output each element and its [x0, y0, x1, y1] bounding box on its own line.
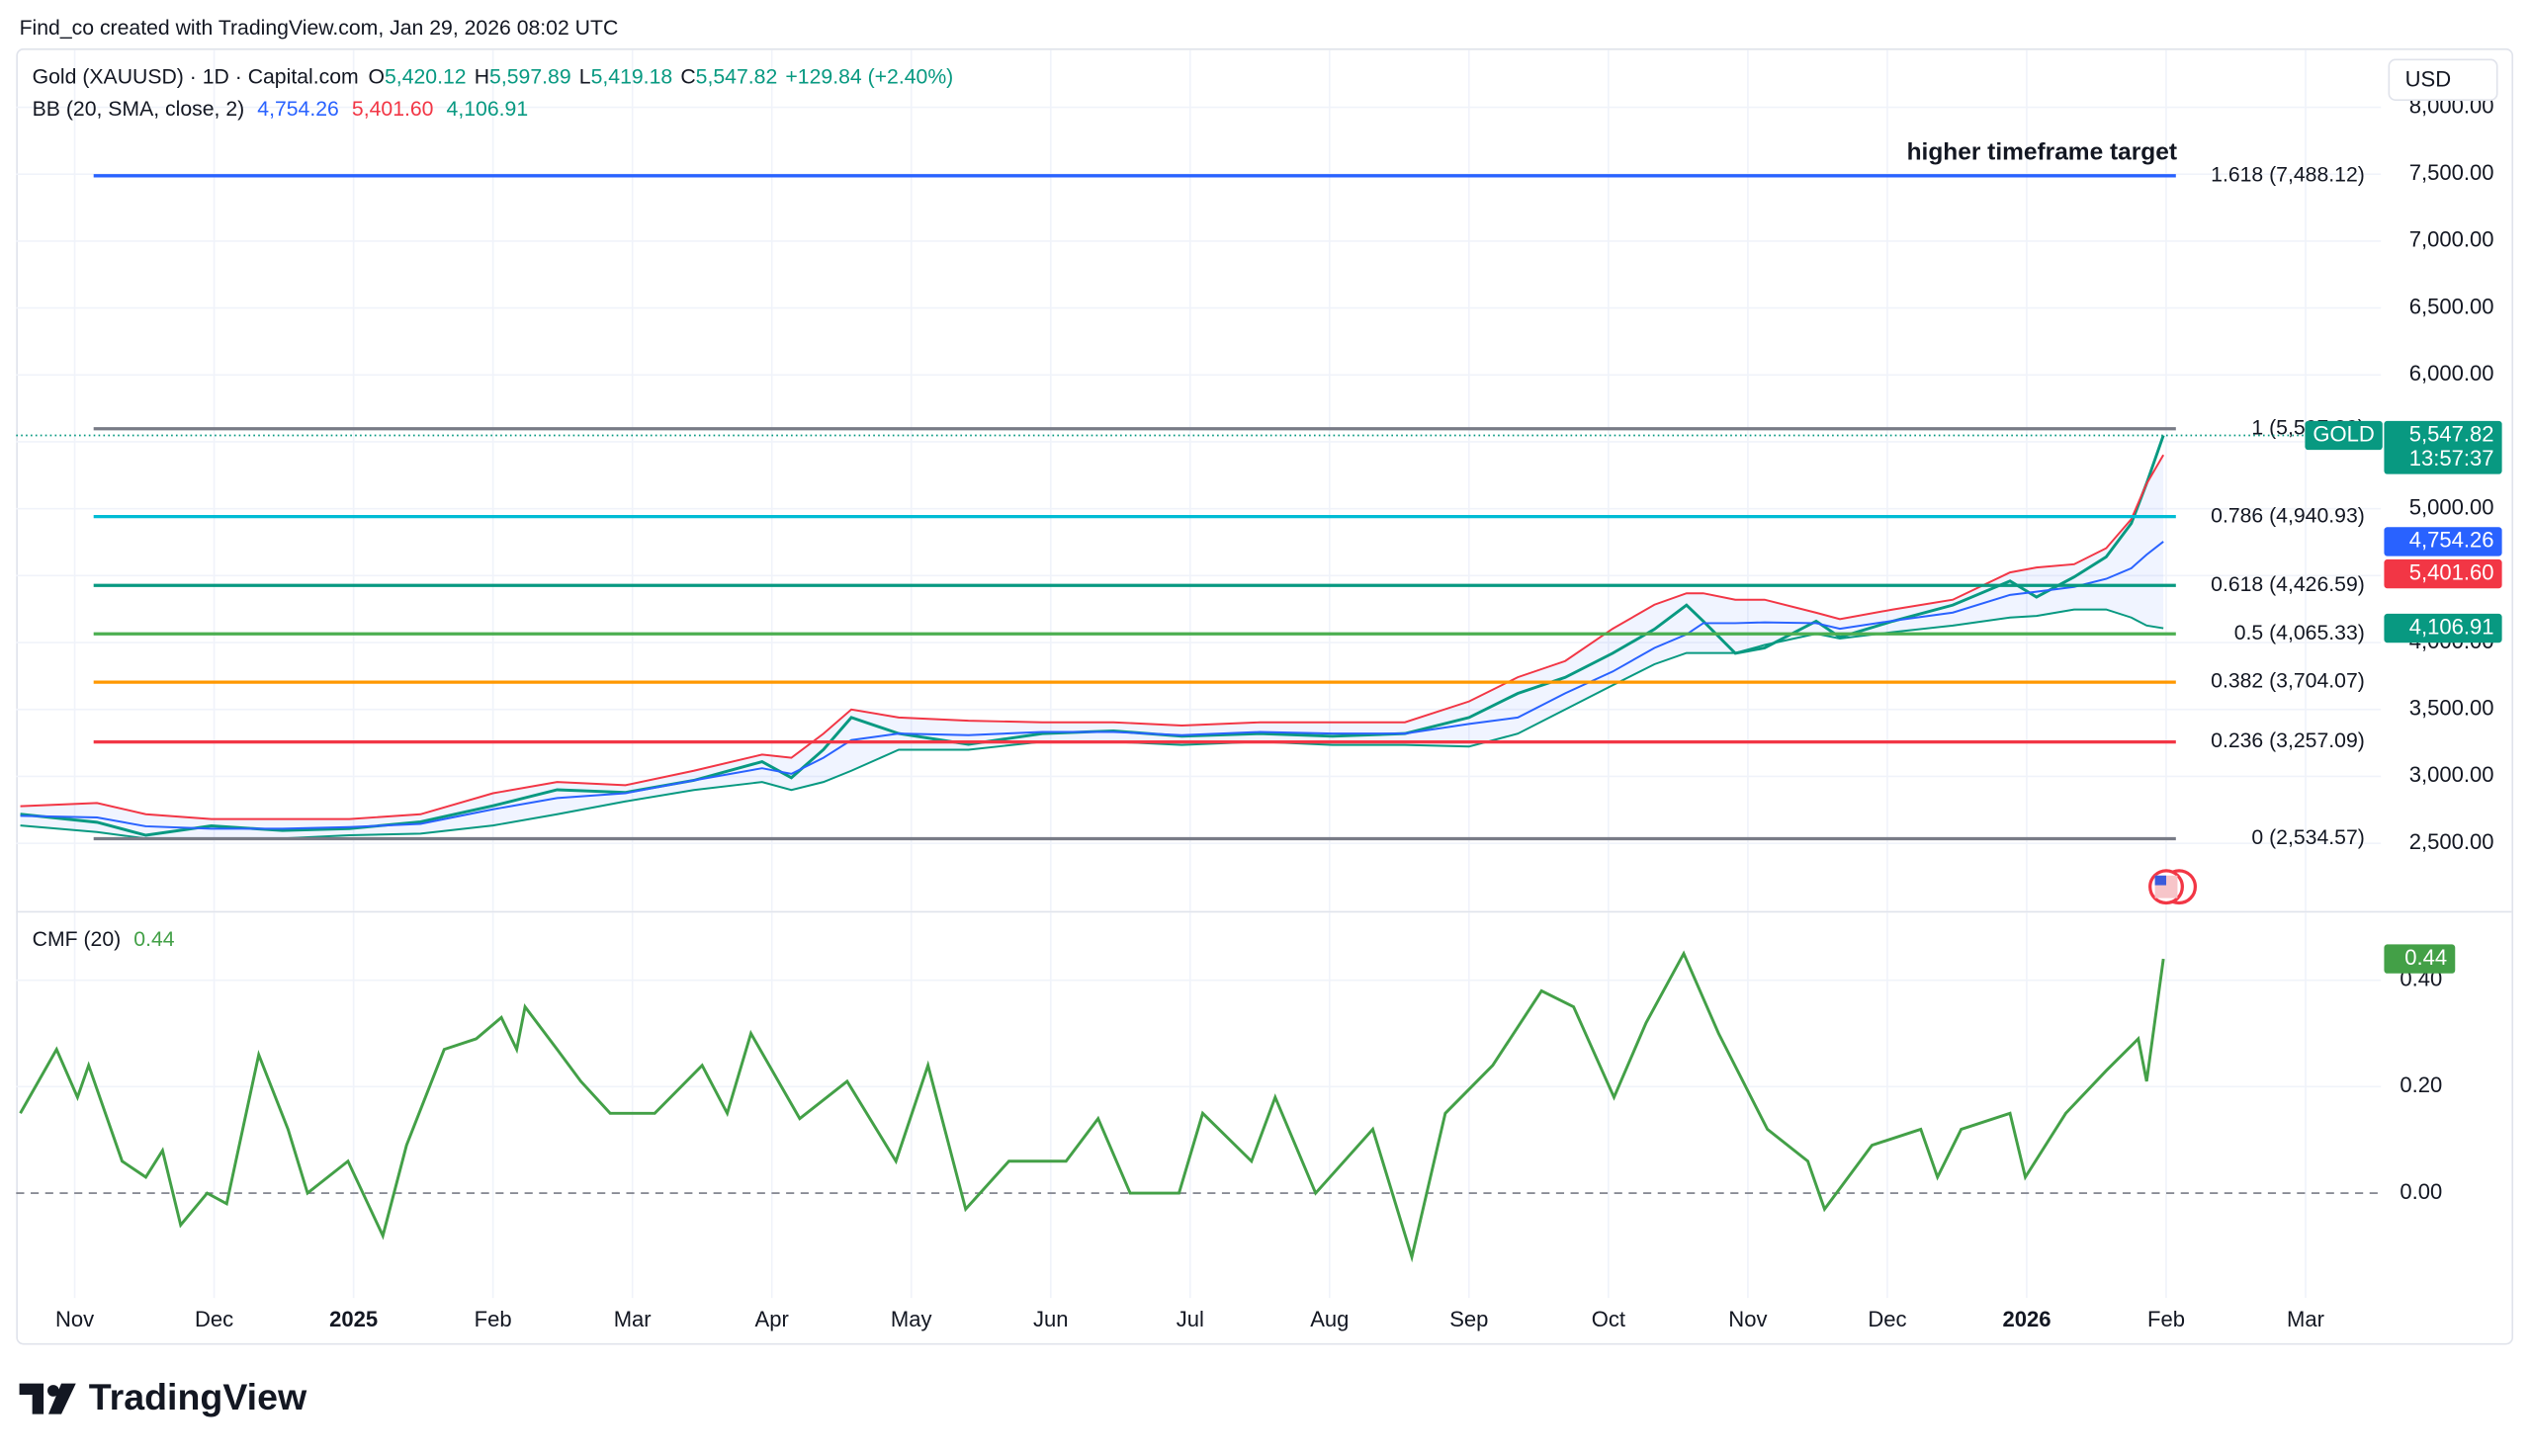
x-tick-label: Nov [1728, 1307, 1767, 1331]
overlay-layer: 5,547.8213:57:37GOLD4,754.265,401.604,10… [33, 58, 2502, 974]
series-line [20, 435, 2165, 837]
ohlc-key: C [680, 65, 695, 88]
band-line [20, 454, 2165, 820]
fib-level-label: 0.5 (4,065.33) [2234, 622, 2365, 644]
last-value-box [2384, 944, 2456, 974]
x-tick-label: Feb [2147, 1307, 2185, 1331]
last-value-box [2384, 527, 2502, 557]
ohlc-key: O [368, 65, 385, 88]
x-tick-label: Aug [1310, 1307, 1349, 1331]
event-flag-icon [2148, 869, 2198, 905]
y-tick-label: 7,000.00 [2409, 227, 2494, 252]
grid-layer [16, 49, 2382, 1299]
x-tick-label: Jul [1177, 1307, 1204, 1331]
band-fill [20, 455, 2164, 839]
y-tick-label: 6,000.00 [2409, 361, 2494, 385]
last-value-label: 5,401.60 [2409, 559, 2494, 584]
brand-name: TradingView [89, 1376, 307, 1417]
chart-frame [16, 47, 2514, 1345]
y-tick-label: 3,000.00 [2409, 762, 2494, 787]
y-tick-label: 3,500.00 [2409, 696, 2494, 721]
y-tick-label: 2,500.00 [2409, 829, 2494, 854]
change-value: +129.84 (+2.40%) [785, 65, 953, 88]
last-value-label: 4,106.91 [2409, 614, 2494, 639]
symbol-label: GOLD [2313, 421, 2374, 446]
indicator-value: 4,106.91 [447, 98, 529, 121]
x-tick-label: May [891, 1307, 932, 1331]
fib-level-label: 0.236 (3,257.09) [2211, 729, 2365, 752]
indicator-legend: BB (20, SMA, close, 2) 4,754.26 5,401.60 4,… [33, 98, 528, 121]
x-tick-label: Sep [1449, 1307, 1488, 1331]
last-value-label: 4,754.26 [2409, 528, 2494, 553]
band-line [20, 541, 2164, 830]
x-tick-label: Dec [1868, 1307, 1906, 1331]
countdown: 13:57:37 [2409, 446, 2494, 471]
price-legend: Gold (XAUUSD) · 1D · Capital.com O5,420.1… [33, 65, 954, 88]
ohlc-value: 5,547.82 [696, 65, 778, 88]
x-tick-label: Jun [1033, 1307, 1069, 1331]
ohlc-value: 5,419.18 [591, 65, 673, 88]
x-tick-label: 2025 [329, 1307, 378, 1331]
currency-label: USD [2405, 66, 2452, 91]
tradingview-logo [19, 1383, 76, 1414]
x-tick-label: Mar [2287, 1307, 2324, 1331]
y-tick-label: 6,500.00 [2409, 294, 2494, 318]
fib-level-label: 0 (2,534.57) [2251, 826, 2364, 849]
header-text: Find_co created with TradingView.com, Ja… [20, 17, 619, 40]
last-value-label: 5,547.82 [2409, 421, 2494, 446]
last-value-box [2384, 558, 2502, 589]
indicator-title: BB (20, SMA, close, 2) [33, 98, 245, 121]
currency-button [2388, 58, 2498, 101]
y-tick-label: 0.20 [2400, 1072, 2442, 1097]
cmf-legend: CMF (20) 0.44 [33, 928, 175, 951]
x-tick-label: Oct [1592, 1307, 1625, 1331]
last-value-label: 0.44 [2404, 945, 2447, 970]
annotation: higher timeframe target [1907, 138, 2177, 165]
fib-level-label: 0.786 (4,940.93) [2211, 504, 2365, 527]
ohlc-key: H [475, 65, 489, 88]
x-tick-label: Apr [755, 1307, 789, 1331]
x-tick-label: Feb [475, 1307, 512, 1331]
indicator-value: 5,401.60 [352, 98, 434, 121]
symbol-title: Gold (XAUUSD) · 1D · Capital.com [33, 65, 359, 88]
x-tick-label: 2026 [2002, 1307, 2051, 1331]
ohlc-value: 5,420.12 [385, 65, 467, 88]
series-line [19, 950, 2165, 1263]
band-line [20, 608, 2164, 840]
fib-level-label: 0.382 (3,704.07) [2211, 670, 2365, 693]
x-tick-label: Mar [614, 1307, 652, 1331]
cmf-title: CMF (20) [33, 928, 122, 951]
fib-level-label: 1.618 (7,488.12) [2211, 163, 2365, 186]
ohlc-value: 5,597.89 [489, 65, 571, 88]
indicator-value: 4,754.26 [257, 98, 339, 121]
ohlc-key: L [579, 65, 591, 88]
last-value-box [2384, 420, 2502, 474]
y-tick-label: 5,000.00 [2409, 494, 2494, 519]
fib-level-label: 0.618 (4,426.59) [2211, 573, 2365, 596]
y-tick-label: 0.00 [2400, 1179, 2442, 1204]
y-tick-label: 7,500.00 [2409, 160, 2494, 185]
cmf-value: 0.44 [133, 928, 174, 951]
last-value-box [2384, 613, 2502, 643]
x-tick-label: Dec [195, 1307, 233, 1331]
symbol-box [2305, 420, 2383, 451]
x-tick-label: Nov [55, 1307, 94, 1331]
